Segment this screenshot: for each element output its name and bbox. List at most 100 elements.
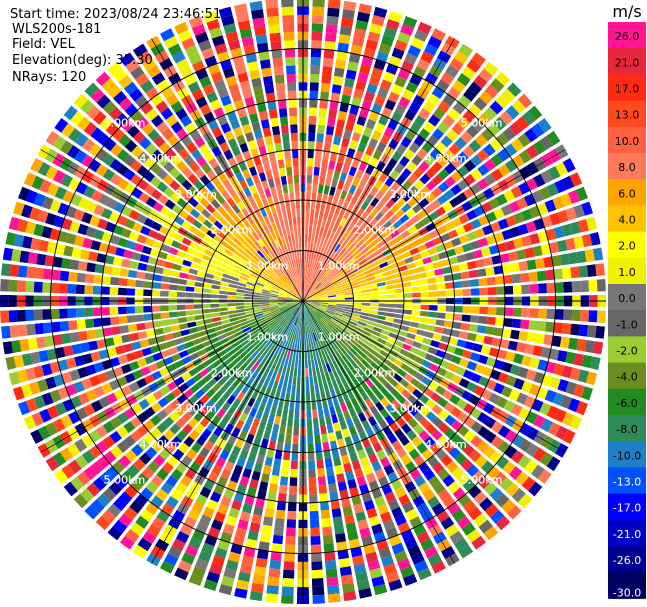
velocity-cell: [410, 37, 425, 50]
velocity-cell: [321, 74, 332, 84]
velocity-cell: [423, 204, 435, 215]
velocity-cell: [462, 306, 472, 314]
velocity-cell: [310, 200, 316, 210]
velocity-cell: [379, 261, 389, 269]
velocity-cell: [378, 303, 388, 308]
velocity-cell: [414, 356, 425, 365]
velocity-cell: [436, 367, 447, 377]
velocity-cell: [462, 222, 474, 233]
velocity-cell: [438, 251, 449, 260]
velocity-cell: [365, 164, 375, 175]
velocity-cell: [331, 84, 342, 94]
velocity-cell: [443, 352, 454, 362]
velocity-cell: [505, 240, 516, 251]
velocity-cell: [499, 339, 510, 349]
velocity-cell: [331, 143, 340, 154]
velocity-cell: [585, 371, 598, 386]
velocity-cell: [539, 402, 552, 416]
velocity-cell: [317, 253, 323, 263]
velocity-cell: [311, 298, 320, 300]
velocity-cell: [319, 304, 328, 307]
velocity-cell: [410, 280, 420, 287]
velocity-cell: [470, 278, 480, 287]
velocity-cell: [393, 278, 403, 284]
velocity-cell: [528, 105, 543, 121]
velocity-cell: [334, 312, 343, 317]
velocity-cell: [438, 181, 450, 193]
velocity-cell: [488, 244, 500, 255]
velocity-cell: [311, 23, 324, 33]
velocity-cell: [446, 129, 459, 142]
velocity-cell: [451, 355, 462, 365]
velocity-cell: [565, 351, 576, 365]
colorbar-tick-label: -8.0: [616, 423, 637, 436]
nrays: NRays: 120: [12, 70, 87, 85]
velocity-cell: [310, 304, 319, 309]
velocity-cell: [326, 289, 336, 294]
velocity-cell: [425, 324, 436, 332]
velocity-cell: [335, 162, 343, 172]
velocity-cell: [504, 307, 514, 317]
velocity-cell: [584, 340, 595, 353]
velocity-cell: [322, 237, 329, 247]
velocity-cell: [420, 51, 435, 64]
velocity-cell: [518, 260, 529, 272]
velocity-cell: [386, 308, 396, 313]
velocity-cell: [485, 211, 497, 223]
velocity-cell: [325, 310, 335, 316]
velocity-cell: [359, 107, 370, 119]
velocity-cell: [313, 281, 320, 289]
velocity-cell: [481, 389, 493, 401]
velocity-cell: [339, 172, 348, 182]
velocity-cell: [347, 222, 355, 232]
velocity-cell: [312, 175, 319, 185]
velocity-cell: [546, 282, 556, 294]
velocity-cell: [417, 21, 432, 35]
velocity-cell: [414, 115, 426, 127]
velocity-cell: [332, 281, 341, 287]
velocity-cell: [536, 270, 547, 282]
velocity-cell: [505, 351, 516, 362]
velocity-cell: [425, 167, 437, 179]
velocity-cell: [314, 261, 319, 270]
velocity-cell: [495, 193, 508, 206]
velocity-cell: [367, 228, 376, 237]
velocity-cell: [544, 389, 557, 403]
velocity-cell: [343, 210, 351, 220]
velocity-cell: [313, 251, 318, 261]
velocity-cell: [362, 265, 372, 272]
velocity-cell: [510, 329, 520, 340]
velocity-cell: [377, 311, 387, 316]
velocity-cell: [351, 284, 361, 289]
velocity-cell: [561, 223, 573, 237]
velocity-cell: [339, 102, 349, 113]
velocity-cell: [493, 265, 504, 275]
velocity-cell: [394, 254, 404, 262]
velocity-cell: [325, 312, 334, 317]
velocity-cell: [402, 88, 415, 101]
colorbar-tick-label: 13.0: [615, 109, 640, 122]
velocity-cell: [332, 232, 339, 242]
velocity-cell: [448, 143, 461, 156]
colorbar-tick-label: 10.0: [615, 135, 640, 148]
velocity-cell: [374, 122, 386, 134]
velocity-cell: [309, 277, 314, 286]
velocity-cell: [504, 159, 518, 173]
velocity-cell: [409, 274, 419, 281]
velocity-cell: [402, 250, 412, 259]
velocity-cell: [369, 218, 378, 228]
velocity-cell: [554, 282, 564, 293]
velocity-cell: [322, 57, 334, 68]
velocity-cell: [352, 310, 361, 315]
velocity-cell: [317, 124, 326, 134]
velocity-cell: [319, 297, 329, 300]
velocity-cell: [341, 238, 349, 248]
velocity-cell: [454, 245, 465, 255]
velocity-cell: [377, 337, 387, 345]
velocity-cell: [303, 292, 306, 301]
velocity-cell: [360, 134, 370, 146]
velocity-cell: [529, 233, 540, 245]
velocity-cell: [447, 86, 461, 100]
velocity-cell: [314, 282, 322, 290]
velocity-cell: [325, 177, 332, 187]
